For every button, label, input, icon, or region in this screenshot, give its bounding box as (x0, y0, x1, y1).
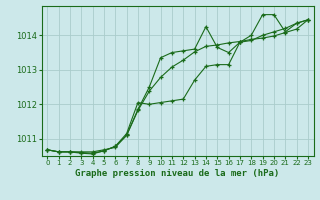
X-axis label: Graphe pression niveau de la mer (hPa): Graphe pression niveau de la mer (hPa) (76, 169, 280, 178)
